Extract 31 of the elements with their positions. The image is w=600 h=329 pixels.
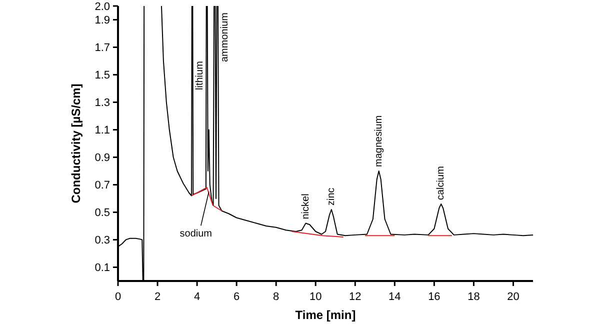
annotation: calcium [436,166,447,200]
y-tick-label: 0.9 [94,152,110,164]
x-tick-label: 16 [428,291,440,303]
y-tick-label: 1.5 [94,70,110,82]
y-tick-label: 1.9 [94,14,110,27]
x-tick-label: 12 [349,291,362,303]
y-tick-label: 0.3 [94,234,110,247]
x-tick-label: 6 [234,291,240,303]
y-tick-label: 1.1 [94,124,110,137]
x-tick-label: 2 [154,291,161,303]
y-tick-label: 2.0 [94,0,110,13]
x-tick-label: 4 [194,291,200,303]
x-tick-label: 14 [388,291,401,303]
y-tick-label: 1.7 [94,42,110,54]
y-tick-label: 0.1 [94,262,110,274]
x-tick-label: 8 [273,291,280,303]
y-axis-title: Conductivity [µS/cm] [69,84,83,204]
x-tick-label: 10 [309,291,322,303]
y-tick-label: 0.5 [94,207,110,220]
annotation: ammonium [220,12,231,62]
x-tick-label: 18 [468,291,480,303]
annotation: magnesium [374,115,384,167]
annotation: nickel [300,194,312,220]
x-axis-title: Time [min] [295,308,356,322]
annotation: zinc [326,188,338,206]
x-tick-label: 20 [507,291,520,303]
y-tick-label: 1.3 [94,97,110,110]
annotation: lithium [194,61,206,90]
annotation: sodium [180,228,212,240]
x-tick-label: 0 [114,291,122,303]
y-tick-label: 0.7 [94,180,110,192]
